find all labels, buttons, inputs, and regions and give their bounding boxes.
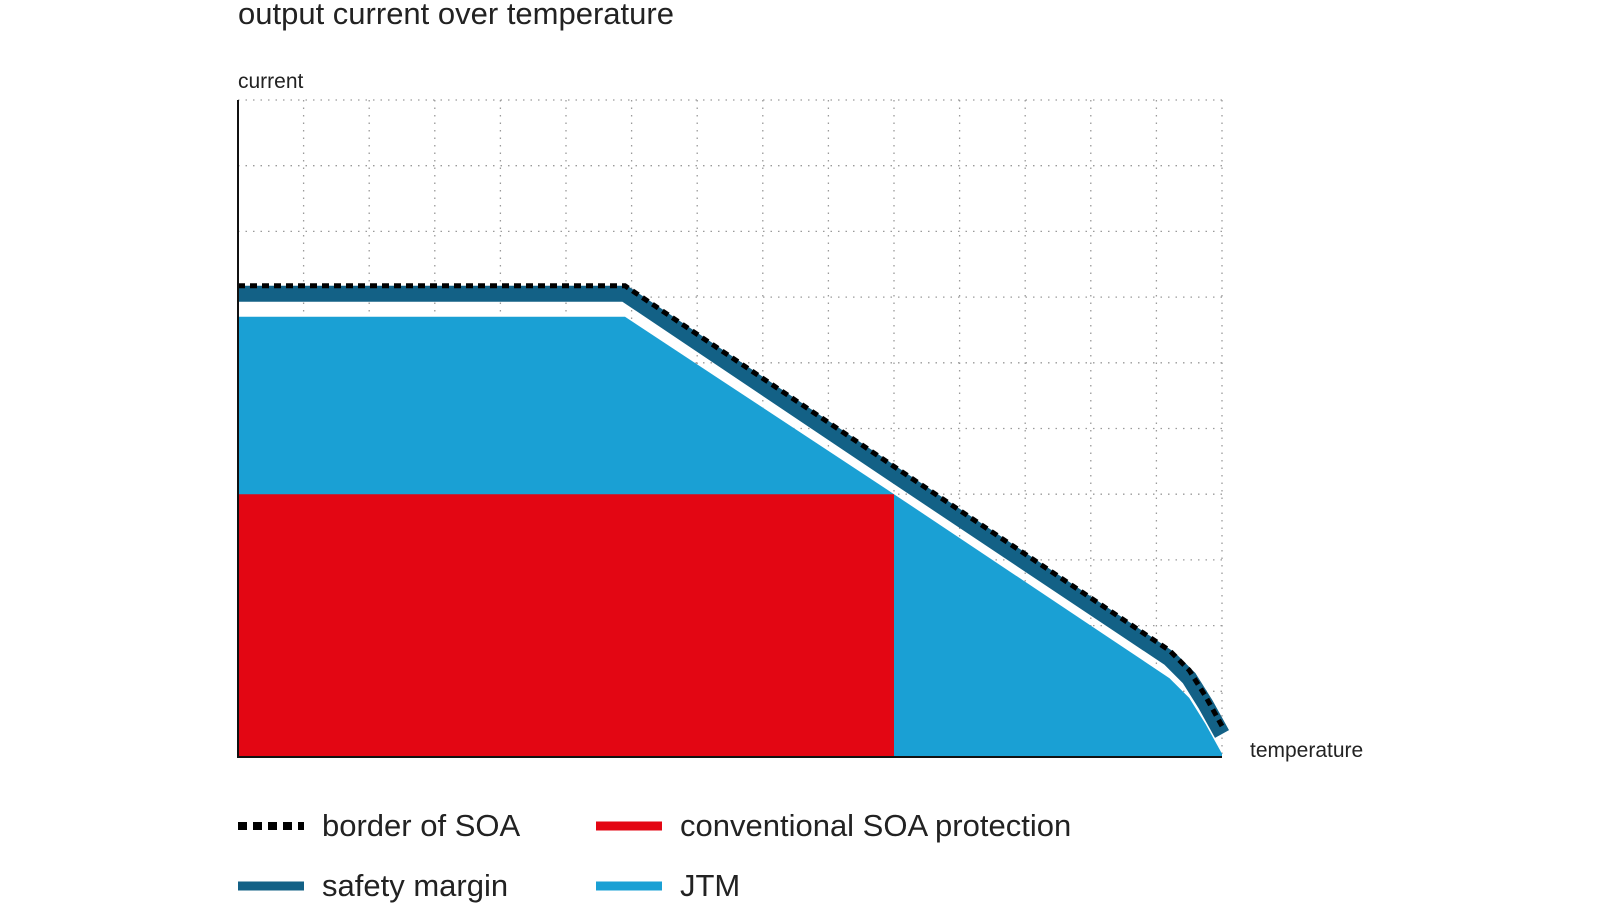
legend-item-conventional-soa-protection: conventional SOA protection [596, 806, 1071, 846]
legend-item-jtm: JTM [596, 866, 740, 906]
series-layer [238, 283, 1229, 757]
legend-swatch-safety-margin [238, 881, 304, 891]
axes [237, 100, 1222, 758]
legend-label-safety-margin: safety margin [322, 868, 509, 903]
legend-item-border-of-soa: border of SOA [238, 806, 520, 846]
legend-swatch-conventional-soa-protection [596, 821, 662, 831]
series-line-border-of-soa [238, 283, 1225, 728]
legend-swatch-border-of-soa [238, 822, 304, 830]
legend-swatch-jtm [596, 881, 662, 891]
y-axis-label: current [238, 70, 304, 93]
series-line-safety-margin [238, 285, 1229, 738]
series-area-conventional-soa-protection [238, 494, 894, 757]
x-axis-label: temperature [1250, 739, 1363, 762]
legend-label-border-of-soa: border of SOA [322, 808, 521, 843]
chart-title: output current over temperature [238, 0, 674, 31]
legend-item-safety-margin: safety margin [238, 866, 508, 906]
legend-label-conventional-soa-protection: conventional SOA protection [680, 808, 1072, 843]
legend-label-jtm: JTM [680, 868, 741, 903]
